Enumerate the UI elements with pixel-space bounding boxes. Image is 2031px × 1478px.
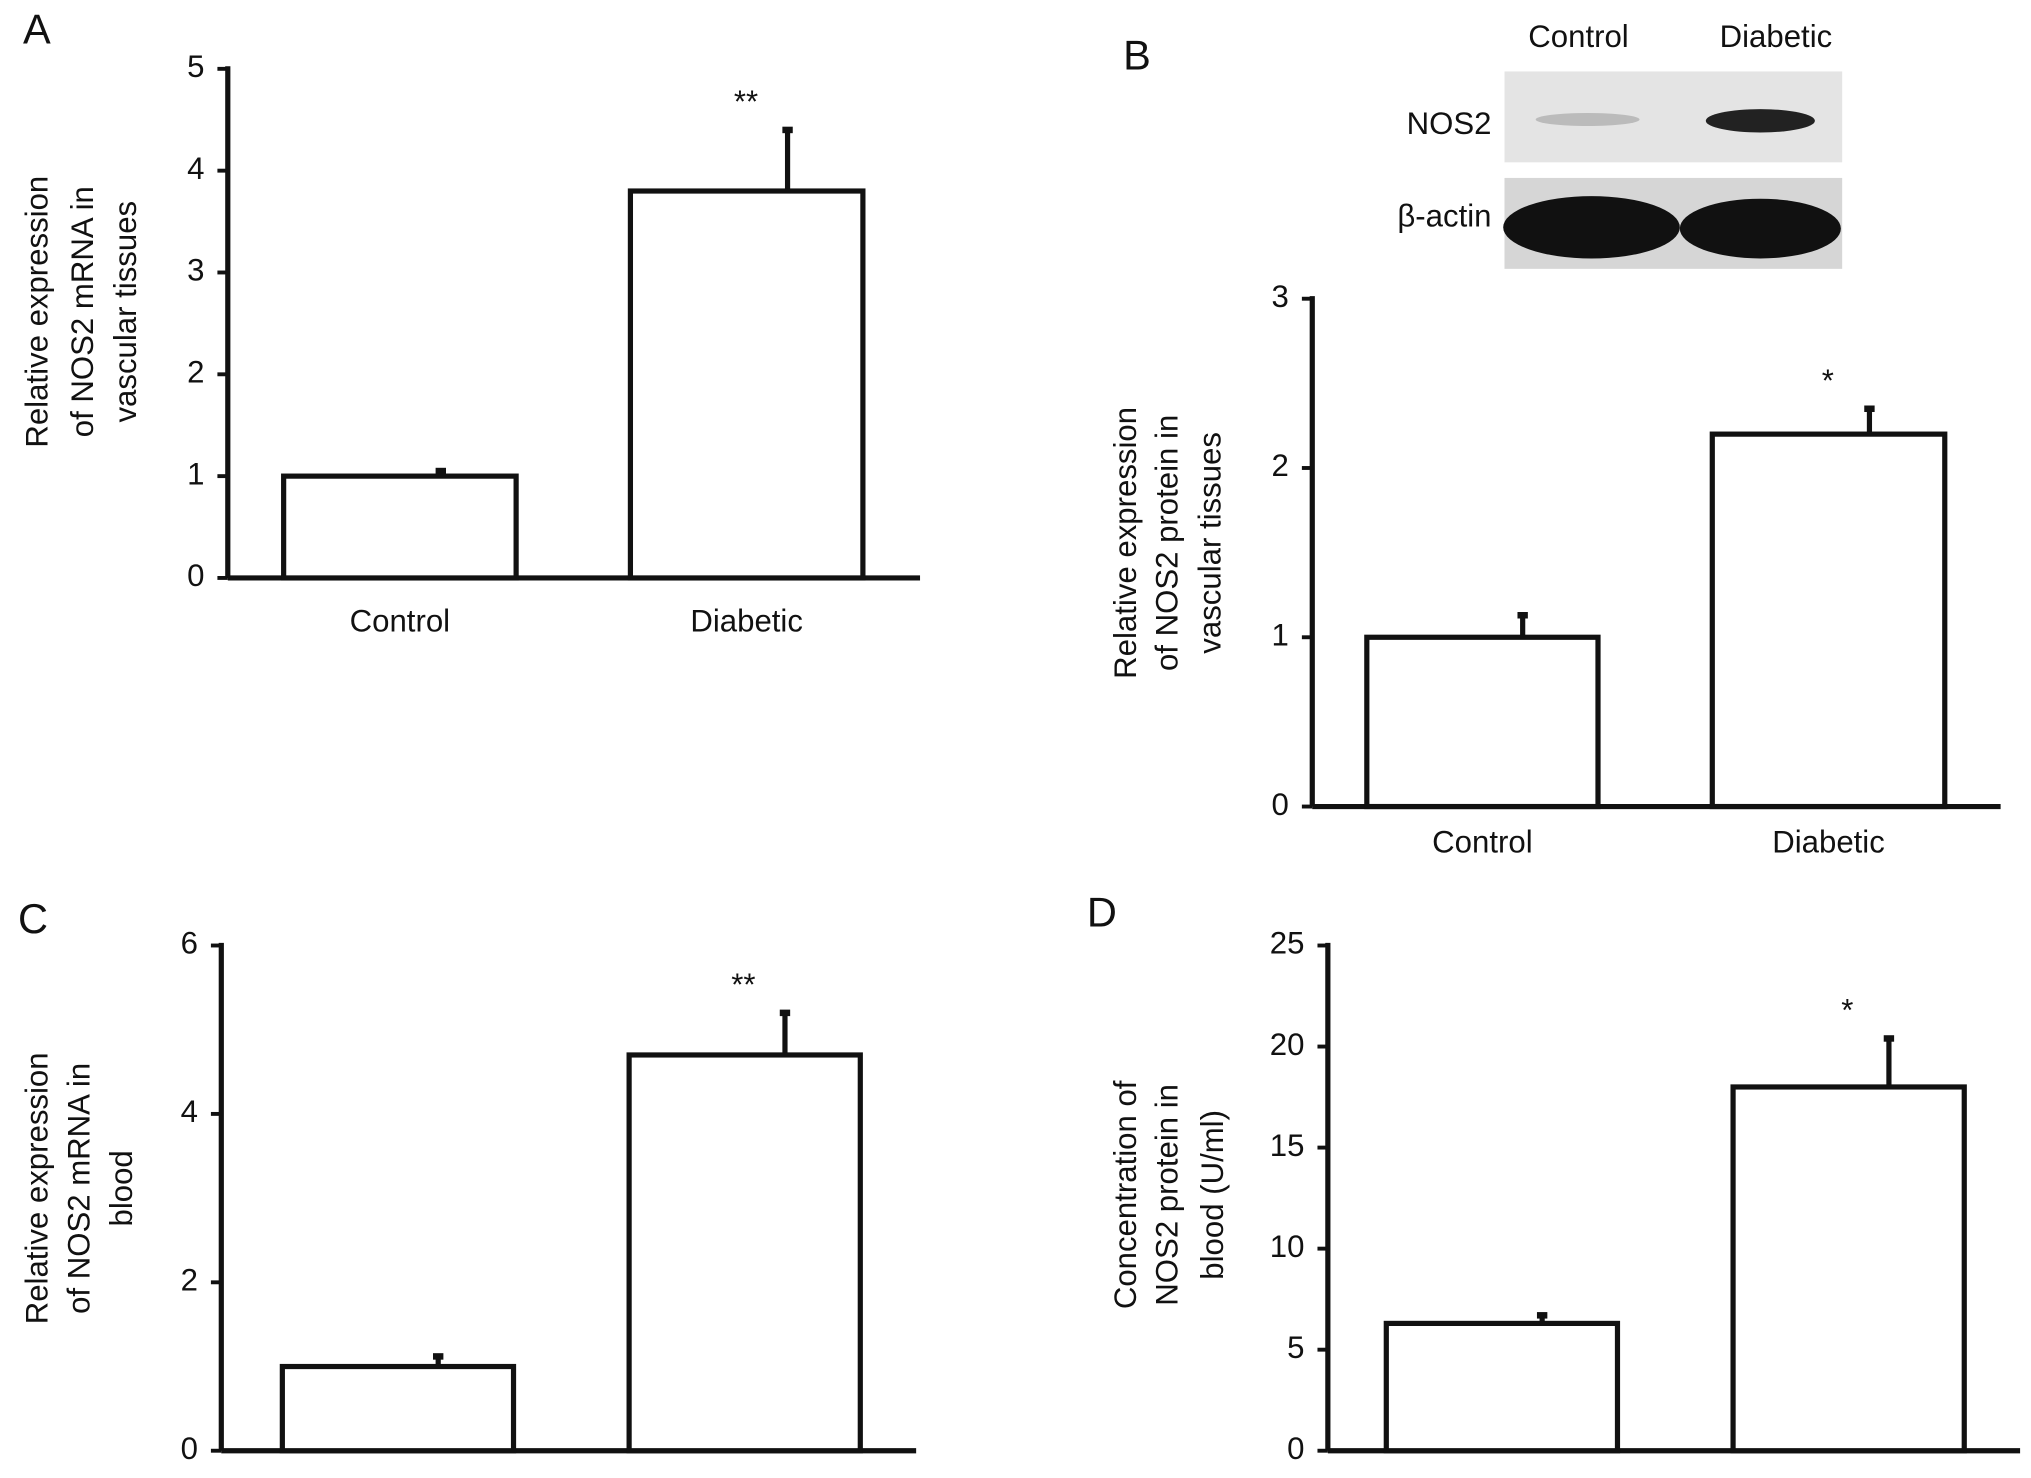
significance-label: **	[734, 84, 758, 119]
y-tick-label: 1	[187, 456, 204, 491]
y-axis-label: of NOS2 protein in	[1150, 415, 1185, 671]
bar	[281, 473, 519, 581]
bar	[626, 1052, 863, 1454]
bar	[627, 188, 866, 581]
y-tick-label: 25	[1270, 926, 1305, 961]
y-tick-label: 2	[187, 355, 204, 390]
y-tick-label: 0	[1287, 1431, 1304, 1466]
y-axis-label: Relative expression	[20, 176, 55, 448]
y-tick-label: 3	[1272, 279, 1289, 314]
x-tick-label: Control	[350, 604, 450, 639]
band	[1705, 109, 1815, 133]
y-axis-label: NOS2 protein in	[1150, 1084, 1185, 1306]
y-tick-label: 0	[181, 1431, 198, 1466]
y-axis-label: of NOS2 mRNA in	[61, 1063, 96, 1314]
panel-letter: B	[1123, 31, 1151, 78]
significance-label: **	[731, 967, 755, 1002]
y-axis-label: vascular tissues	[108, 201, 143, 423]
blot-row-label: NOS2	[1407, 106, 1492, 141]
y-tick-label: 4	[181, 1094, 198, 1129]
y-axis-label: Relative expression	[1108, 407, 1143, 679]
blot-column-label: Diabetic	[1720, 19, 1833, 54]
y-axis-label: blood	[104, 1150, 139, 1226]
x-tick-label: Diabetic	[1772, 824, 1885, 859]
y-axis-label: Relative expression	[20, 1052, 55, 1324]
band	[1535, 112, 1640, 126]
bar	[1364, 634, 1601, 810]
panel-letter: A	[23, 5, 51, 52]
y-axis-label: blood (U/ml)	[1195, 1110, 1230, 1280]
x-tick-label: Diabetic	[690, 604, 803, 639]
y-tick-label: 1	[1272, 617, 1289, 652]
bar	[279, 1363, 517, 1454]
y-axis-label: vascular tissues	[1192, 432, 1227, 654]
blot-row-label: β-actin	[1397, 198, 1491, 233]
panel-letter: D	[1087, 889, 1117, 936]
y-tick-label: 2	[1272, 448, 1289, 483]
significance-label: *	[1841, 993, 1853, 1028]
y-tick-label: 5	[187, 49, 204, 84]
y-tick-label: 3	[187, 253, 204, 288]
bar	[1383, 1320, 1621, 1454]
y-tick-label: 15	[1270, 1128, 1305, 1163]
y-tick-label: 10	[1270, 1229, 1305, 1264]
bar	[1709, 431, 1948, 810]
x-tick-label: Control	[1432, 824, 1532, 859]
y-tick-label: 0	[1272, 787, 1289, 822]
y-axis-label: of NOS2 mRNA in	[65, 186, 100, 437]
blot-image	[1503, 71, 1843, 269]
y-tick-label: 5	[1287, 1330, 1304, 1365]
y-tick-label: 6	[181, 926, 198, 961]
bar	[1730, 1084, 1967, 1454]
band	[1679, 198, 1841, 259]
significance-label: *	[1822, 363, 1834, 398]
blot-column-label: Control	[1528, 19, 1628, 54]
y-tick-label: 20	[1270, 1027, 1305, 1062]
y-tick-label: 0	[187, 558, 204, 593]
panel-letter: C	[18, 895, 48, 942]
y-tick-label: 4	[187, 151, 204, 186]
y-tick-label: 2	[181, 1263, 198, 1298]
y-axis-label: Concentration of	[1108, 1080, 1143, 1309]
band	[1503, 196, 1680, 259]
